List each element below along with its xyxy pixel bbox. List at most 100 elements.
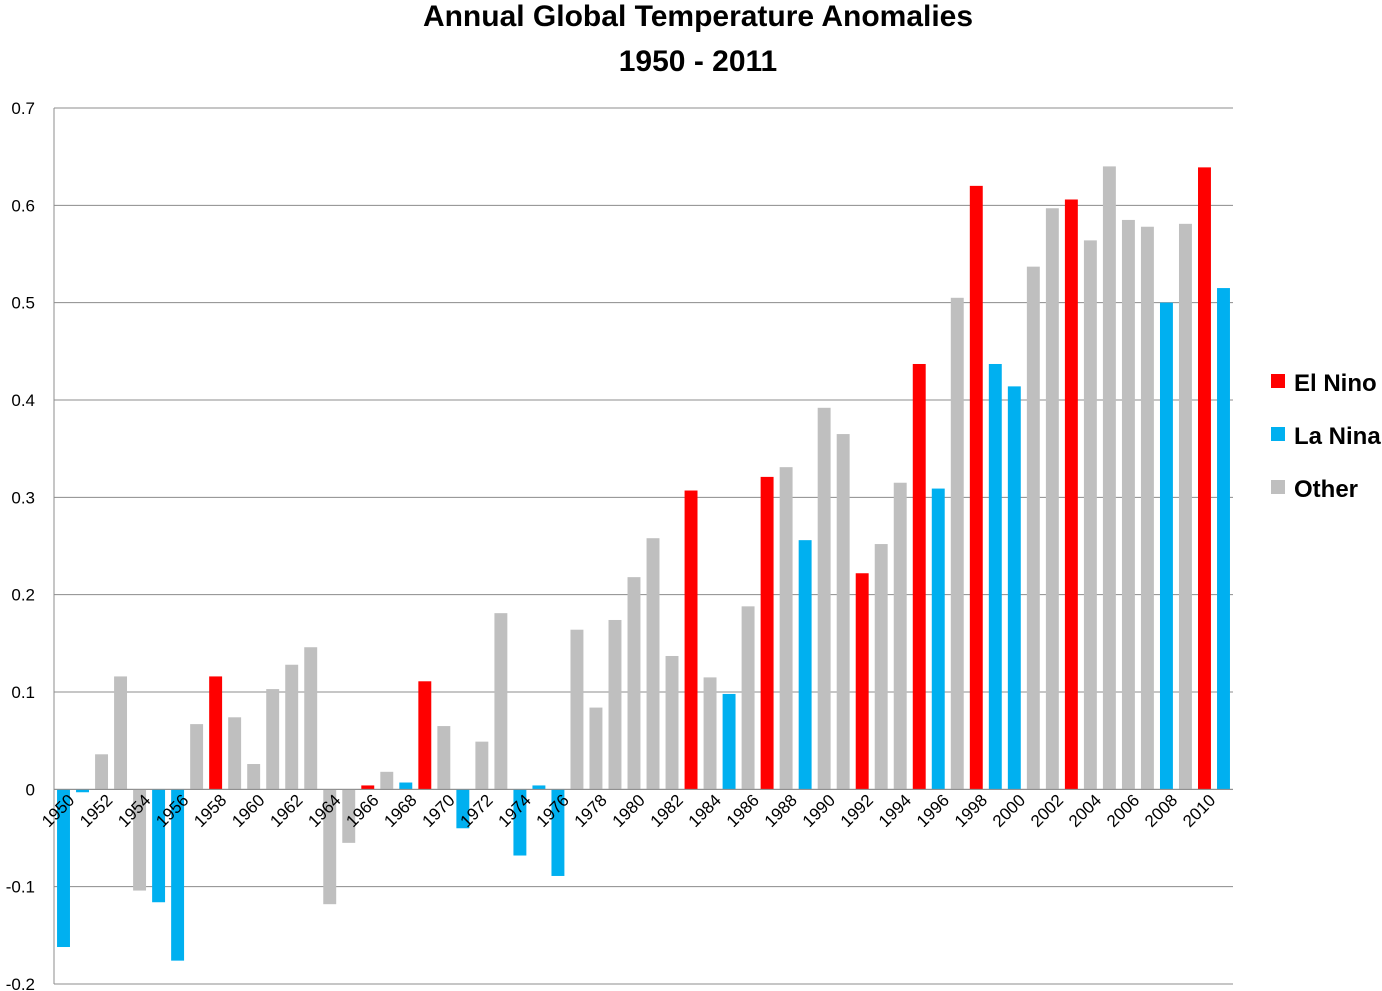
legend-label: La Nina [1294,423,1381,450]
x-tick-label: 2000 [989,791,1029,831]
bar-1964 [323,789,337,905]
y-tick-label: 0.7 [11,99,35,118]
bar-1973 [494,613,508,790]
x-tick-label: 1982 [647,791,687,831]
x-tick-label: 1962 [266,791,306,831]
bar-1992 [855,573,869,790]
bar-1959 [228,717,242,790]
bar-1986 [741,606,755,790]
x-tick-label: 1984 [685,791,725,831]
x-tick-label: 1958 [190,791,230,831]
bar-1979 [608,619,622,790]
x-tick-label: 1990 [799,791,839,831]
bar-1956 [171,789,185,961]
x-tick-label: 2004 [1065,791,1105,831]
x-tick-label: 1986 [723,791,763,831]
y-tick-label: 0.3 [11,488,35,507]
x-tick-label: 1952 [76,791,116,831]
x-tick-label: 2010 [1179,791,1219,831]
bar-2008 [1159,302,1173,790]
bar-1999 [988,363,1002,790]
y-tick-label: -0.1 [6,878,35,897]
x-tick-label: 2002 [1027,791,1067,831]
bar-2001 [1026,266,1040,790]
bar-1965 [342,789,356,843]
bar-1988 [779,467,793,790]
bar-2004 [1083,240,1097,790]
bar-2009 [1178,223,1192,790]
x-tick-label: 1980 [609,791,649,831]
bar-1976 [551,789,565,876]
bar-1998 [969,185,983,790]
x-tick-label: 2008 [1141,791,1181,831]
bar-1967 [380,771,394,790]
bar-1972 [475,741,489,790]
y-tick-label: 0.4 [11,391,35,410]
bar-1981 [646,538,660,790]
bar-1955 [152,789,166,903]
bar-1975 [532,785,546,790]
bar-1968 [399,782,413,790]
bar-1993 [874,544,888,790]
x-tick-label: 1992 [837,791,877,831]
bar-1982 [665,655,679,790]
bar-1951 [76,789,89,793]
bar-1990 [817,407,831,790]
x-tick-label: 1998 [951,791,991,831]
bar-2007 [1140,226,1154,790]
bars [57,166,1230,961]
bar-1991 [836,434,850,790]
bar-2003 [1064,199,1078,790]
bar-1980 [627,577,641,790]
bar-1952 [95,754,109,790]
x-tick-label: 1996 [913,791,953,831]
bar-1971 [456,789,470,829]
x-tick-label: 1978 [571,791,611,831]
legend-swatch [1271,427,1285,441]
bar-1966 [361,785,375,790]
x-axis-tick-labels: 1950195219541956195819601962196419661968… [38,791,1219,831]
bar-1961 [266,689,280,790]
legend-label: El Nino [1294,370,1377,397]
bar-2010 [1198,167,1211,790]
bar-1995 [912,363,926,790]
y-tick-label: 0 [26,780,35,799]
legend-swatch [1271,480,1285,494]
bar-1970 [437,726,451,790]
bar-1985 [722,693,736,790]
bar-1960 [247,764,261,790]
bar-1953 [114,676,128,790]
legend: El Nino La Nina Other [1271,370,1381,503]
bar-1957 [190,724,204,790]
x-tick-label: 1960 [228,791,268,831]
bar-1994 [893,482,907,790]
y-tick-label: 0.1 [11,683,35,702]
y-tick-label: -0.2 [6,975,35,991]
bar-1987 [760,476,774,790]
bar-1962 [285,664,299,790]
bar-1950 [57,789,70,948]
bar-1978 [589,707,603,790]
bar-2006 [1121,219,1135,790]
x-tick-label: 1988 [761,791,801,831]
legend-label: Other [1294,476,1358,503]
bar-2002 [1045,208,1059,790]
bar-1984 [703,677,717,790]
legend-swatch [1271,374,1285,388]
bar-1983 [684,490,698,790]
bar-1954 [133,789,147,891]
bar-2005 [1102,166,1116,790]
bar-1996 [931,488,945,790]
bar-1989 [798,540,812,790]
chart-title: Annual Global Temperature Anomalies [423,0,973,33]
bar-1997 [950,297,964,790]
y-tick-label: 0.2 [11,586,35,605]
y-tick-label: 0.5 [11,294,35,313]
x-tick-label: 2006 [1103,791,1143,831]
x-tick-label: 1968 [380,791,420,831]
bar-1977 [570,629,584,790]
y-axis-tick-labels: -0.2 -0.1 0 0.1 0.2 0.3 0.4 0.5 0.6 0.7 [6,99,35,991]
x-tick-label: 1994 [875,791,915,831]
bar-1969 [418,681,432,790]
